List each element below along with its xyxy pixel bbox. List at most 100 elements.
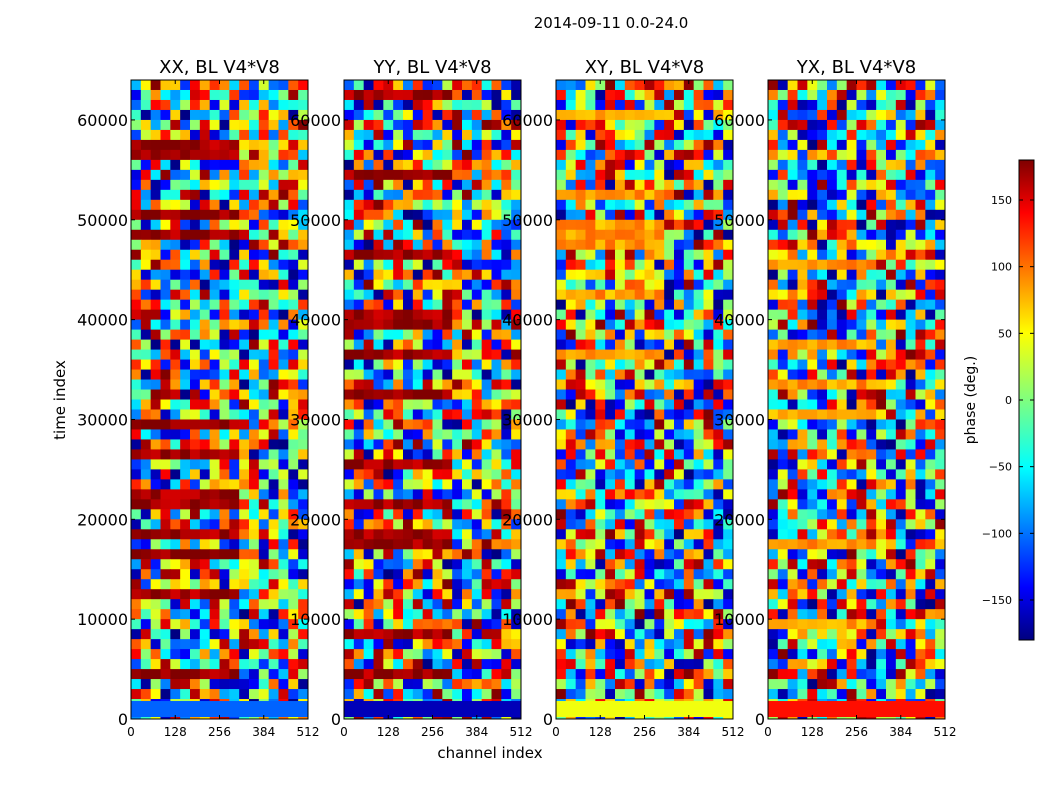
heatmap-cell bbox=[412, 99, 424, 111]
heatmap-cell bbox=[249, 399, 260, 410]
heatmap-cell bbox=[713, 169, 724, 181]
heatmap-cell bbox=[693, 169, 704, 181]
heatmap-cell bbox=[219, 449, 230, 460]
heatmap-cell bbox=[615, 359, 626, 371]
heatmap-cell bbox=[268, 429, 279, 440]
heatmap-cell bbox=[856, 479, 867, 490]
heatmap-cell bbox=[422, 249, 433, 261]
heatmap-cell bbox=[170, 289, 181, 301]
heatmap-cell bbox=[363, 619, 374, 630]
heatmap-cell bbox=[905, 479, 916, 490]
heatmap-cell bbox=[713, 479, 724, 490]
heatmap-cell bbox=[452, 439, 463, 450]
heatmap-cell bbox=[511, 179, 522, 191]
heatmap-cell bbox=[278, 569, 289, 580]
heatmap-cell bbox=[160, 679, 171, 690]
heatmap-cell bbox=[298, 99, 309, 111]
heatmap-cell bbox=[442, 189, 453, 201]
heatmap-cell bbox=[634, 519, 645, 530]
heatmap-cell bbox=[817, 289, 828, 301]
heatmap-cell bbox=[278, 89, 289, 101]
heatmap-cell bbox=[209, 289, 220, 301]
heatmap-cell bbox=[925, 639, 936, 650]
heatmap-cell bbox=[846, 629, 857, 640]
heatmap-cell bbox=[373, 459, 384, 470]
heatmap-cell bbox=[713, 679, 724, 690]
heatmap-cell bbox=[827, 589, 838, 600]
heatmap-cell bbox=[768, 269, 779, 281]
heatmap-cell bbox=[422, 539, 433, 550]
heatmap-cell bbox=[565, 409, 577, 420]
heatmap-cell bbox=[393, 449, 404, 460]
y-tick-label: 10000 bbox=[502, 610, 553, 629]
heatmap-cell bbox=[866, 89, 877, 101]
heatmap-cell bbox=[219, 249, 230, 261]
heatmap-cell bbox=[664, 549, 675, 560]
heatmap-cell bbox=[393, 189, 404, 201]
heatmap-cell bbox=[886, 589, 897, 600]
heatmap-cell bbox=[866, 589, 877, 600]
heatmap-cell bbox=[511, 579, 522, 590]
heatmap-cell bbox=[344, 569, 355, 580]
heatmap-cell bbox=[876, 489, 887, 500]
heatmap-cell bbox=[915, 499, 926, 510]
heatmap-cell bbox=[856, 99, 867, 111]
heatmap-cell bbox=[239, 549, 250, 560]
heatmap-cell bbox=[723, 589, 734, 600]
heatmap-cell bbox=[209, 439, 220, 450]
heatmap-cell bbox=[432, 579, 443, 590]
heatmap-cell bbox=[412, 129, 424, 141]
heatmap-cell bbox=[190, 349, 201, 361]
heatmap-cell bbox=[905, 269, 916, 281]
heatmap-cell bbox=[935, 459, 946, 470]
heatmap-cell bbox=[471, 119, 483, 131]
heatmap-cell bbox=[817, 379, 828, 391]
heatmap-cell bbox=[229, 649, 240, 660]
heatmap-cell bbox=[693, 109, 704, 121]
heatmap-cell bbox=[190, 219, 201, 231]
heatmap-cell bbox=[925, 129, 936, 141]
heatmap-cell bbox=[807, 359, 818, 371]
heatmap-cell bbox=[422, 409, 433, 420]
heatmap-cell bbox=[150, 599, 161, 610]
heatmap-cell bbox=[866, 279, 877, 291]
heatmap-cell bbox=[170, 199, 181, 211]
x-tick-label: 128 bbox=[377, 725, 400, 739]
heatmap-cell bbox=[846, 289, 857, 301]
heatmap-cell bbox=[501, 499, 512, 510]
heatmap-cell bbox=[278, 309, 289, 321]
heatmap-cell bbox=[239, 239, 250, 251]
heatmap-cell bbox=[846, 409, 857, 420]
heatmap-cell bbox=[703, 149, 714, 161]
heatmap-cell bbox=[827, 289, 838, 301]
heatmap-cell bbox=[768, 599, 779, 610]
heatmap-cell bbox=[363, 119, 374, 131]
heatmap-cell bbox=[817, 549, 828, 560]
heatmap-cell bbox=[403, 279, 414, 291]
heatmap-cell bbox=[915, 629, 926, 640]
heatmap-cell bbox=[654, 179, 665, 191]
heatmap-cell bbox=[353, 89, 365, 101]
heatmap-cell bbox=[344, 459, 355, 470]
heatmap-cell bbox=[905, 129, 916, 141]
heatmap-cell bbox=[556, 439, 567, 450]
heatmap-cell bbox=[258, 329, 270, 341]
heatmap-cell bbox=[777, 189, 789, 201]
heatmap-cell bbox=[664, 639, 675, 650]
heatmap-cell bbox=[575, 189, 586, 201]
heatmap-cell bbox=[693, 269, 704, 281]
heatmap-cell bbox=[556, 289, 567, 301]
heatmap-cell bbox=[288, 199, 299, 211]
heatmap-cell bbox=[229, 80, 240, 91]
heatmap-cell bbox=[481, 659, 492, 670]
heatmap-cell bbox=[935, 489, 946, 500]
heatmap-cell bbox=[501, 449, 512, 460]
heatmap-cell bbox=[353, 109, 365, 121]
heatmap-cell bbox=[288, 459, 299, 470]
heatmap-cell bbox=[605, 379, 616, 391]
heatmap-cell bbox=[654, 399, 665, 410]
heatmap-cell bbox=[268, 179, 279, 191]
heatmap-cell bbox=[723, 659, 734, 670]
heatmap-cell bbox=[915, 579, 926, 590]
heatmap-cell bbox=[131, 359, 142, 371]
